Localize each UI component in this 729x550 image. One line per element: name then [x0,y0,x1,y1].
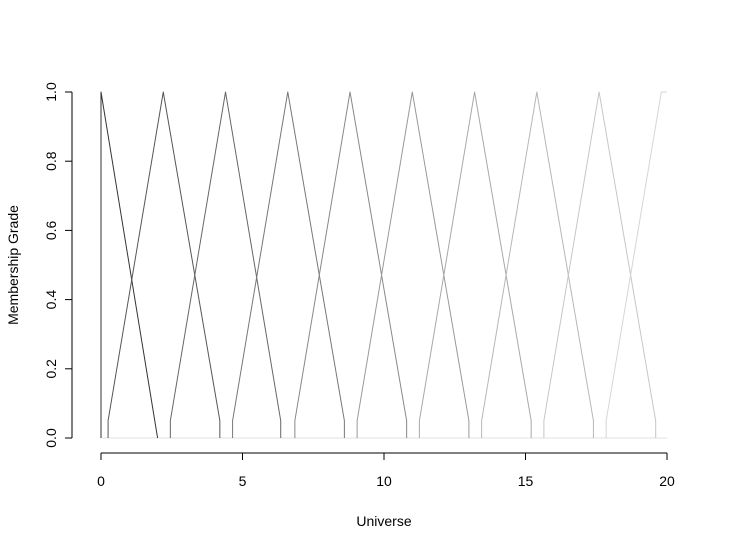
series-line-3 [169,91,282,438]
series-line-5 [294,91,408,438]
x-axis-title: Universe [356,513,411,529]
series-line-2 [107,91,221,438]
y-tick-label: 0.6 [43,220,59,240]
y-tick-label: 0.2 [43,359,59,379]
series-line-1 [100,91,159,439]
series-line-8 [481,91,594,438]
x-tick-label: 15 [518,473,534,489]
x-tick-label: 5 [239,473,247,489]
y-tick-label: 0.8 [43,151,59,171]
series-line-6 [356,91,470,438]
x-tick-label: 0 [97,473,105,489]
axes-layer: 0 5 10 15 20 0.0 0.2 0.4 0.6 0.8 1.0 [43,82,675,489]
series-line-10 [605,91,667,438]
series-layer [100,91,667,439]
series-line-7 [418,91,532,438]
y-axis-title: Membership Grade [5,205,21,325]
series-line-4 [232,91,345,438]
y-tick-label: 0.0 [43,428,59,448]
x-tick-label: 10 [376,473,392,489]
y-tick-label: 0.4 [43,290,59,310]
series-line-9 [543,91,657,438]
x-tick-label: 20 [659,473,675,489]
y-tick-label: 1.0 [43,82,59,102]
